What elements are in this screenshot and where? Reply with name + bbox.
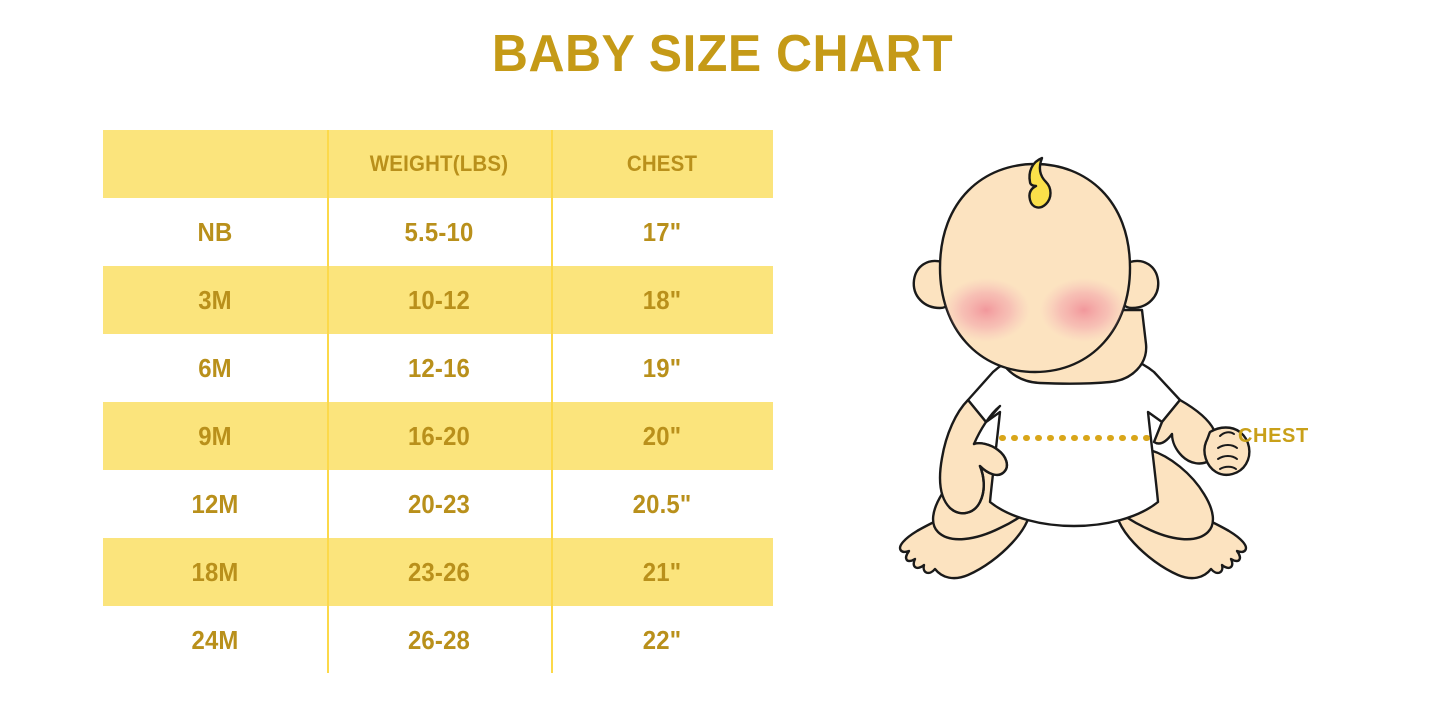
- cell-weight: 12-16: [327, 334, 551, 402]
- table-body: NB 5.5-10 17" 3M 10-12 18" 6M 12-16 19" …: [103, 198, 773, 674]
- cell-chest-text: 17": [642, 216, 682, 247]
- cell-chest: 19": [551, 334, 773, 402]
- cell-weight: 10-12: [327, 266, 551, 334]
- cell-weight: 20-23: [327, 470, 551, 538]
- cell-chest: 21": [551, 538, 773, 606]
- column-divider-right: [551, 130, 553, 673]
- cell-chest: 22": [551, 606, 773, 674]
- baby-figure-icon: [898, 156, 1251, 580]
- table-header-row: WEIGHT(LBS) CHEST: [103, 130, 773, 198]
- table-row: 9M 16-20 20": [103, 402, 773, 470]
- cell-chest: 18": [551, 266, 773, 334]
- cell-age: NB: [103, 198, 327, 266]
- cell-weight-text: 5.5-10: [404, 216, 474, 247]
- column-divider-left: [327, 130, 329, 673]
- cell-chest-text: 21": [642, 556, 682, 587]
- cell-weight-text: 10-12: [407, 284, 471, 315]
- table-row: NB 5.5-10 17": [103, 198, 773, 266]
- table-row: 18M 23-26 21": [103, 538, 773, 606]
- cell-age: 18M: [103, 538, 327, 606]
- column-header-age: [111, 130, 319, 198]
- cell-age-text: 18M: [191, 556, 239, 587]
- cell-age-text: 24M: [191, 624, 239, 655]
- column-header-weight: WEIGHT(LBS): [369, 151, 509, 176]
- cell-weight: 26-28: [327, 606, 551, 674]
- cell-weight-text: 12-16: [407, 352, 471, 383]
- cell-age: 12M: [103, 470, 327, 538]
- cell-weight: 5.5-10: [327, 198, 551, 266]
- cell-age: 24M: [103, 606, 327, 674]
- cell-age-text: 9M: [198, 420, 232, 451]
- cell-age-text: NB: [197, 216, 233, 247]
- cell-weight: 23-26: [327, 538, 551, 606]
- cell-chest: 17": [551, 198, 773, 266]
- table-row: 3M 10-12 18": [103, 266, 773, 334]
- cell-chest: 20": [551, 402, 773, 470]
- cell-age-text: 3M: [198, 284, 232, 315]
- cell-weight-text: 23-26: [407, 556, 471, 587]
- cell-chest-text: 20": [642, 420, 682, 451]
- baby-illustration: [880, 150, 1300, 600]
- table-row: 12M 20-23 20.5": [103, 470, 773, 538]
- cell-age: 9M: [103, 402, 327, 470]
- chest-measure-label: CHEST: [1238, 425, 1309, 447]
- cell-chest-text: 22": [642, 624, 682, 655]
- cell-age-text: 6M: [198, 352, 232, 383]
- cell-weight-text: 16-20: [407, 420, 471, 451]
- cell-weight-text: 26-28: [407, 624, 471, 655]
- table-row: 24M 26-28 22": [103, 606, 773, 674]
- cell-age: 6M: [103, 334, 327, 402]
- cell-chest: 20.5": [551, 470, 773, 538]
- cell-chest-text: 20.5": [632, 488, 692, 519]
- cell-age: 3M: [103, 266, 327, 334]
- cell-chest-text: 18": [642, 284, 682, 315]
- cell-age-text: 12M: [191, 488, 239, 519]
- cell-weight: 16-20: [327, 402, 551, 470]
- cell-chest-text: 19": [642, 352, 682, 383]
- cell-weight-text: 20-23: [407, 488, 471, 519]
- size-chart-table: WEIGHT(LBS) CHEST NB 5.5-10 17" 3M 10-12…: [103, 130, 773, 674]
- table-row: 6M 12-16 19": [103, 334, 773, 402]
- column-header-chest: CHEST: [626, 151, 698, 176]
- page-title: BABY SIZE CHART: [491, 25, 954, 83]
